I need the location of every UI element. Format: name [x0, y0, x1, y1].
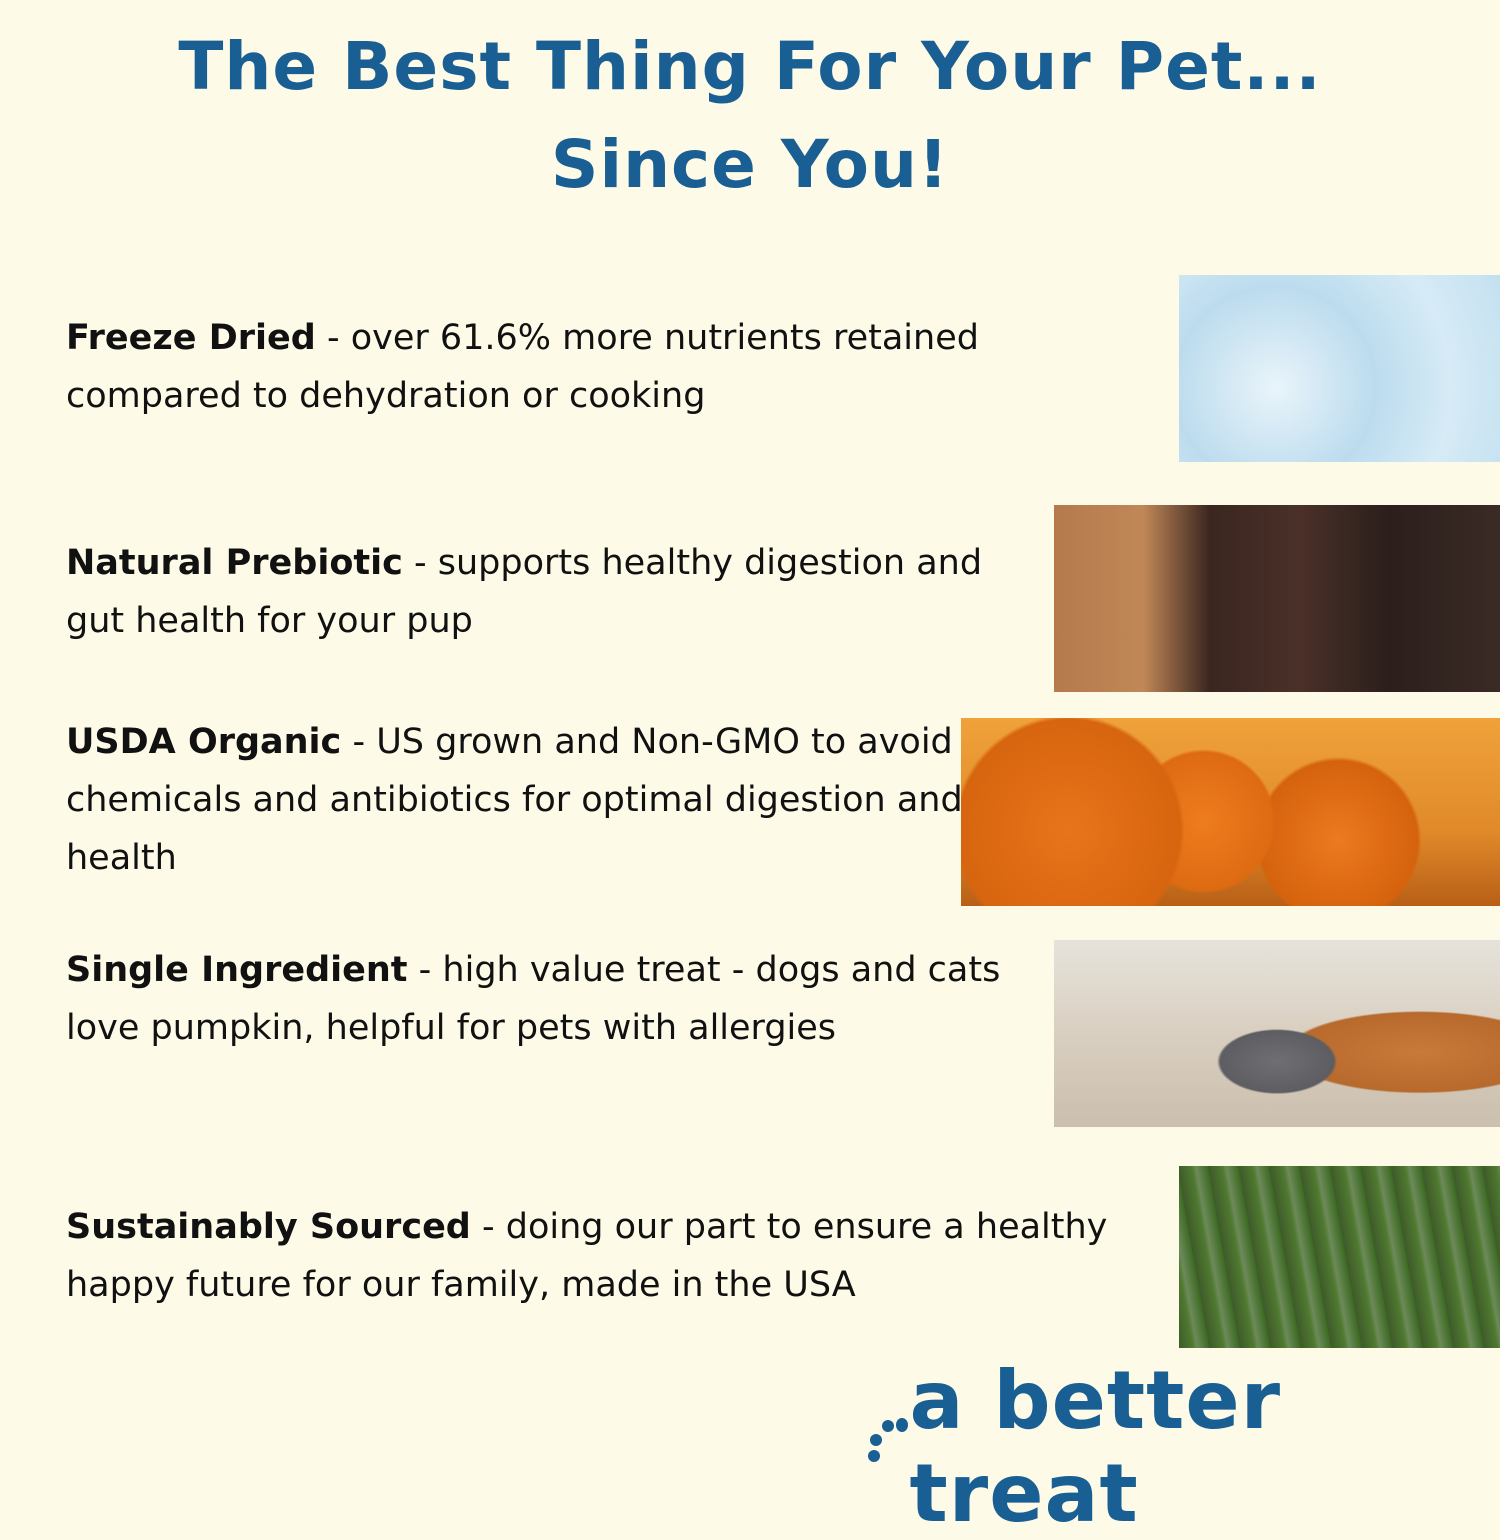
feature-natural-prebiotic: Natural Prebiotic - supports healthy dig…	[66, 534, 1026, 650]
ice-crystals-photo	[1179, 275, 1500, 462]
feature-usda-organic: USDA Organic - US grown and Non-GMO to a…	[66, 713, 966, 887]
feature-text: - US grown and Non-GMO to avoid chemical…	[66, 722, 963, 878]
brand-logo: a better treat	[868, 1354, 1500, 1540]
paw-icon	[868, 1412, 908, 1482]
forest-photo	[1179, 1166, 1500, 1348]
feature-title: Freeze Dried	[66, 318, 316, 358]
feature-text: - supports healthy digestion and gut hea…	[66, 543, 983, 641]
headline-line-1: The Best Thing For Your Pet...	[178, 28, 1322, 105]
pumpkins-photo	[961, 718, 1500, 906]
feature-text: - over 61.6% more nutrients retained com…	[66, 318, 979, 416]
feature-text: - doing our part to ensure a healthy hap…	[66, 1207, 1108, 1305]
headline-line-2: Since You!	[550, 126, 950, 203]
feature-single-ingredient: Single Ingredient - high value treat - d…	[66, 941, 1026, 1057]
feature-title: Sustainably Sourced	[66, 1207, 471, 1247]
feature-text: - high value treat - dogs and cats love …	[66, 950, 1001, 1048]
feature-title: USDA Organic	[66, 722, 342, 762]
feature-title: Natural Prebiotic	[66, 543, 403, 583]
cat-and-dog-photo	[1054, 940, 1500, 1127]
logo-text: a better treat	[909, 1354, 1282, 1540]
feature-title: Single Ingredient	[66, 950, 408, 990]
feature-freeze-dried: Freeze Dried - over 61.6% more nutrients…	[66, 309, 1106, 425]
feature-sustainably-sourced: Sustainably Sourced - doing our part to …	[66, 1198, 1156, 1314]
brown-dog-photo	[1054, 505, 1500, 692]
